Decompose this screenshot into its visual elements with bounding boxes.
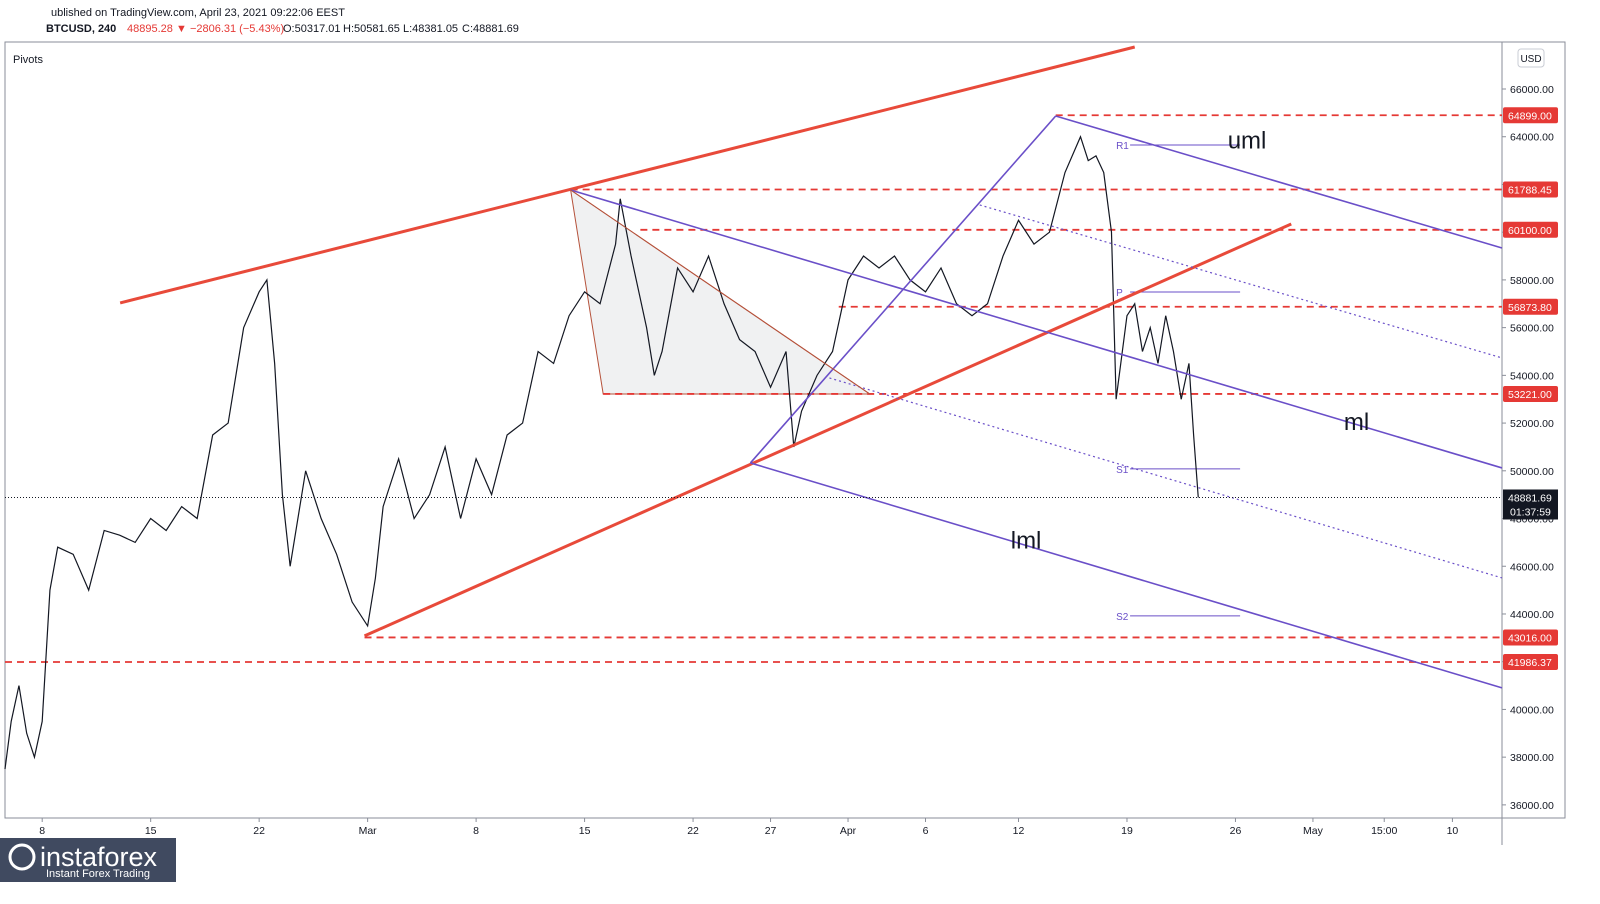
pivot-label: S2	[1116, 612, 1129, 623]
level-box	[1503, 629, 1558, 646]
symbol: BTCUSD, 240	[46, 23, 116, 35]
x-tick-label: Mar	[359, 825, 378, 837]
level-box	[1503, 107, 1558, 124]
annotation: lml	[1011, 527, 1042, 554]
logo-icon	[8, 843, 36, 871]
x-tick-label: 12	[1013, 825, 1025, 837]
current-box	[1503, 489, 1558, 520]
change: ▼ −2806.31 (−5.43%)	[176, 23, 284, 35]
y-tick-label: 64000.00	[1510, 132, 1554, 144]
level-label: 61788.45	[1508, 185, 1552, 197]
x-tick-label: 15	[579, 825, 591, 837]
y-tick-label: 38000.00	[1510, 752, 1554, 764]
x-tick-label: 19	[1121, 825, 1133, 837]
x-tick-label: 15:00	[1371, 825, 1397, 837]
high: H:50581.65	[343, 23, 400, 35]
x-tick-label: 22	[687, 825, 699, 837]
trend-line	[979, 204, 1503, 359]
x-tick-label: Apr	[840, 825, 857, 837]
currency: USD	[1520, 54, 1541, 65]
x-tick-label: 8	[39, 825, 45, 837]
logo-sub: Instant Forex Trading	[46, 868, 150, 880]
y-tick-label: 66000.00	[1510, 84, 1554, 96]
annotation: ml	[1344, 409, 1369, 436]
trend-line	[829, 377, 1503, 579]
y-tick-label: 40000.00	[1510, 704, 1554, 716]
annotation: uml	[1228, 128, 1267, 155]
level-box	[1503, 654, 1558, 671]
x-tick-label: 10	[1447, 825, 1459, 837]
x-tick-label: 22	[253, 825, 265, 837]
plot: 36000.0038000.0040000.0042000.0044000.00…	[4, 45, 1558, 837]
indicator: Pivots	[13, 54, 43, 66]
level-label: 64899.00	[1508, 110, 1552, 122]
trend-line	[1055, 115, 1503, 249]
y-tick-label: 52000.00	[1510, 418, 1554, 430]
pivot-label: P	[1116, 288, 1123, 299]
level-box	[1503, 181, 1558, 198]
logo: instaforex	[40, 842, 158, 872]
low: L:48381.05	[403, 23, 458, 35]
level-label: 43016.00	[1508, 632, 1552, 644]
level-box	[1503, 298, 1558, 315]
logo-box	[0, 838, 176, 882]
x-tick-label: 27	[765, 825, 777, 837]
x-tick-label: 6	[923, 825, 929, 837]
x-tick-label: May	[1303, 825, 1324, 837]
last: 48895.28	[127, 23, 173, 35]
header: ublished on TradingView.com, April 23, 2…	[51, 7, 345, 19]
currency-box	[1517, 48, 1545, 68]
trend-line	[570, 189, 1503, 469]
close: C:48881.69	[462, 23, 519, 35]
trend-line	[119, 45, 1136, 305]
y-tick-label: 50000.00	[1510, 466, 1554, 478]
pivot-label: R1	[1116, 141, 1129, 152]
level-label: 60100.00	[1508, 225, 1552, 237]
countdown: 01:37:59	[1510, 506, 1551, 518]
current-label: 48881.69	[1508, 492, 1552, 504]
pivot-label: S1	[1116, 465, 1129, 476]
y-tick-label: 58000.00	[1510, 275, 1554, 287]
y-tick-label: 46000.00	[1510, 561, 1554, 573]
y-tick-label: 36000.00	[1510, 800, 1554, 812]
trend-line	[750, 462, 1503, 689]
x-tick-label: 8	[473, 825, 479, 837]
trend-line	[570, 189, 871, 395]
x-tick-label: 15	[145, 825, 157, 837]
open: O:50317.01	[283, 23, 341, 35]
level-label: 53221.00	[1508, 389, 1552, 401]
trend-line	[363, 222, 1292, 638]
level-label: 41986.37	[1508, 657, 1552, 669]
level-label: 56873.80	[1508, 302, 1552, 314]
y-tick-label: 56000.00	[1510, 323, 1554, 335]
y-tick-label: 54000.00	[1510, 370, 1554, 382]
level-box	[1503, 385, 1558, 402]
level-box	[1503, 221, 1558, 238]
y-tick-label: 44000.00	[1510, 609, 1554, 621]
x-tick-label: 26	[1230, 825, 1242, 837]
